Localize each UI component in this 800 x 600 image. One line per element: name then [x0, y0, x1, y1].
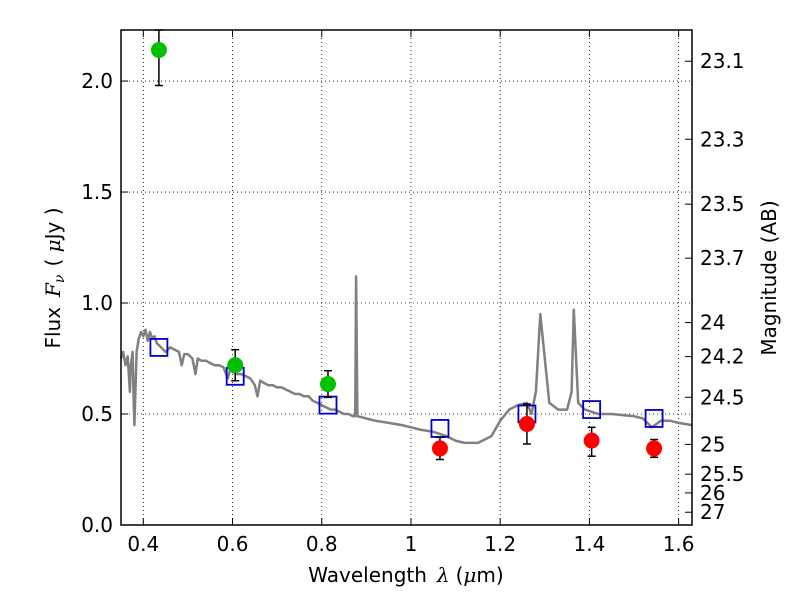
y2-tick-label: 23.5	[700, 192, 745, 216]
y2-tick-label: 24	[700, 311, 725, 335]
nir-point	[646, 440, 663, 457]
x-tick-label: 1.6	[663, 532, 695, 556]
x-tick-label: 1.4	[573, 532, 605, 556]
y-tick-label: 0.0	[81, 513, 113, 537]
x-axis-unit-open: (	[456, 563, 464, 587]
detection-point	[150, 41, 167, 58]
y-axis-unit-open: (	[41, 252, 65, 266]
nir-point	[431, 440, 448, 457]
y2-tick-label: 26	[700, 481, 725, 505]
x-axis-ticks: 0.4 0.6 0.8 1 1.2 1.4 1.6	[127, 30, 695, 556]
y-tick-label: 1.5	[81, 180, 113, 204]
nir-point	[518, 416, 535, 433]
x-tick-label: 0.4	[127, 532, 159, 556]
y-axis-ticks: 0.0 0.5 1.0 1.5 2.0	[81, 69, 128, 537]
x-axis-unit-rest: m)	[476, 563, 503, 587]
x-axis-unit-mu: μ	[463, 563, 476, 587]
nir-point	[583, 432, 600, 449]
y2-tick-label: 24.5	[700, 385, 745, 409]
y-axis-title: Flux Fν ( μJy )	[41, 207, 68, 348]
x-tick-label: 0.6	[217, 532, 249, 556]
y2-tick-label: 25.5	[700, 462, 745, 486]
model-band-square	[149, 338, 169, 357]
x-tick-label: 1.2	[484, 532, 516, 556]
y2-tick-label: 24.2	[700, 345, 745, 369]
x-axis-title: Wavelength λ (μm)	[308, 563, 503, 587]
y2-axis-title: Magnitude (AB)	[757, 200, 781, 355]
x-axis-label: Wavelength	[308, 563, 427, 587]
y-axis-unit-rest: Jy )	[41, 207, 65, 241]
x-axis-symbol: λ	[436, 563, 450, 587]
y-axis-label: Flux	[41, 307, 65, 349]
x-tick-label: 0.8	[306, 532, 338, 556]
y-tick-label: 2.0	[81, 69, 113, 93]
x-tick-label: 1	[405, 532, 418, 556]
spectrum-line	[119, 275, 693, 445]
model-band-square	[644, 409, 664, 428]
y-axis-symbol: F	[41, 282, 65, 298]
y2-tick-label: 25	[700, 432, 725, 456]
grid-lines	[121, 30, 692, 526]
plot-frame	[120, 29, 693, 526]
y2-tick-label: 23.1	[700, 49, 745, 73]
detection-point	[227, 357, 244, 374]
photometry-markers	[149, 29, 664, 461]
model-band-square	[582, 400, 602, 419]
y2-tick-label: 27	[700, 500, 725, 524]
y-axis-subscript: ν	[52, 274, 68, 283]
y2-tick-label: 23.3	[700, 127, 745, 151]
model-spectrum	[119, 275, 693, 445]
y-tick-label: 0.5	[81, 402, 113, 426]
y-axis-unit-mu: μ	[41, 239, 65, 252]
y-tick-label: 1.0	[81, 291, 113, 315]
y2-tick-label: 23.7	[700, 246, 745, 270]
detection-point	[319, 376, 336, 393]
